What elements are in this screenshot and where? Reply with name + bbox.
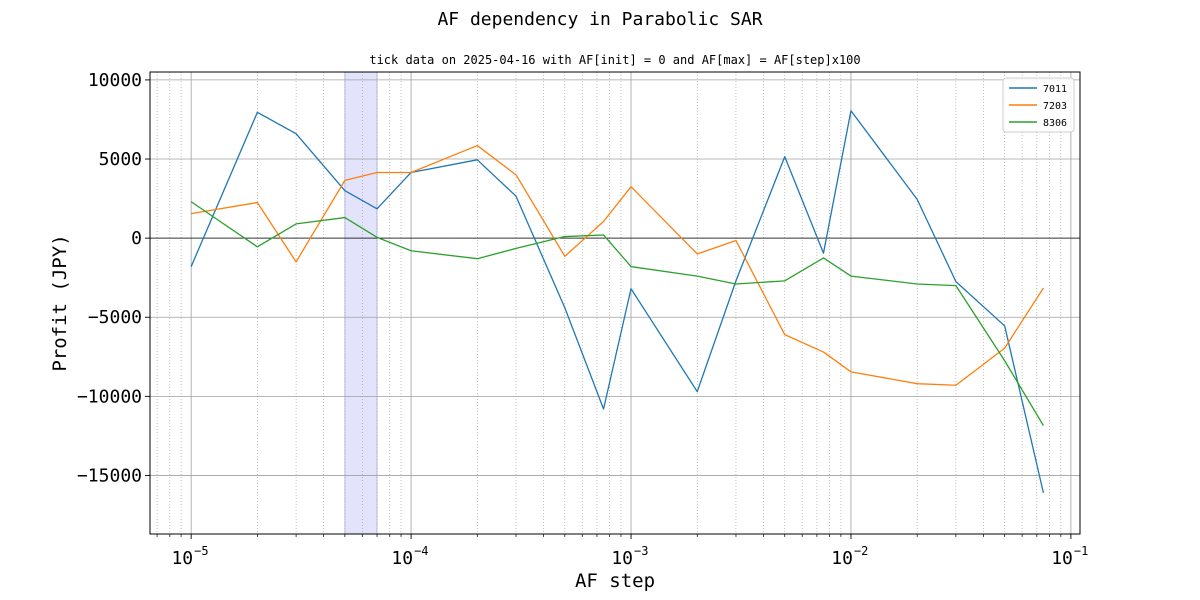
y-tick-label: 10000 — [88, 70, 142, 91]
x-tick-label-exponent: −2 — [854, 544, 868, 558]
x-tick-label-base: 10 — [171, 548, 193, 569]
x-tick-label-base: 10 — [1051, 548, 1073, 569]
legend-label-7011: 7011 — [1043, 84, 1067, 95]
axes-background — [150, 72, 1080, 534]
highlight-span — [344, 71, 378, 535]
x-tick-label-exponent: −5 — [194, 544, 208, 558]
y-axis-label: Profit (JPY) — [49, 234, 71, 371]
chart-subtitle: tick data on 2025-04-16 with AF[init] = … — [369, 53, 860, 67]
series-line-8306 — [190, 201, 1044, 426]
chart-title: AF dependency in Parabolic SAR — [437, 9, 762, 30]
x-tick-label-base: 10 — [611, 548, 633, 569]
x-tick-label-exponent: −4 — [414, 544, 428, 558]
plot-area — [149, 71, 1081, 535]
y-axis: 10000 5000 0 −5000 −10000 −15000 — [77, 70, 150, 486]
x-tick-label-exponent: −1 — [1074, 544, 1088, 558]
series-line-7011 — [190, 110, 1045, 494]
legend-label-7203: 7203 — [1043, 101, 1067, 112]
y-tick-label: 0 — [131, 228, 142, 249]
series-line-7203 — [191, 144, 1044, 386]
x-axis-label: AF step — [575, 570, 655, 592]
series-layer — [190, 110, 1045, 494]
x-tick-label-exponent: −3 — [634, 544, 648, 558]
y-tick-label: −10000 — [77, 386, 142, 407]
legend: 7011 7203 8306 — [1002, 77, 1075, 133]
x-tick-label-base: 10 — [831, 548, 853, 569]
highlight-span-layer — [344, 71, 378, 535]
legend-entries: 7011 7203 8306 — [1009, 84, 1067, 129]
legend-box — [1002, 77, 1075, 133]
legend-label-8306: 8306 — [1043, 118, 1067, 129]
minor-grid-layer — [156, 72, 1062, 534]
x-axis: 10 −5 10 −4 10 −3 10 −2 10 −1 — [156, 534, 1088, 569]
axes-frame — [149, 71, 1081, 535]
y-tick-label: −15000 — [77, 465, 142, 486]
y-tick-label: −5000 — [88, 307, 142, 328]
x-tick-label-base: 10 — [391, 548, 413, 569]
y-tick-label: 5000 — [99, 149, 142, 170]
